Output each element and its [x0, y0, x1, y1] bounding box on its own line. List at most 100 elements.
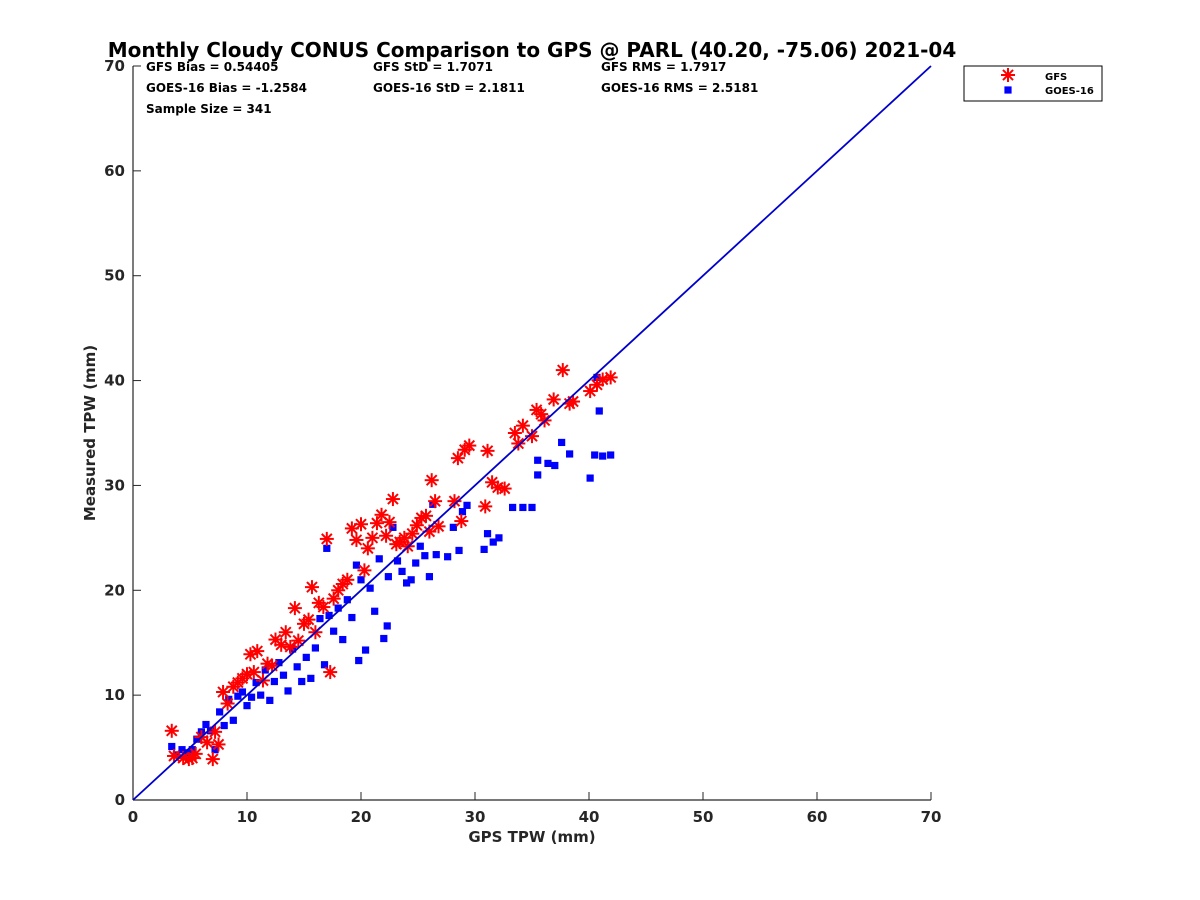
gfs-point — [265, 658, 280, 673]
goes16-point — [534, 471, 542, 479]
gfs-point — [480, 443, 495, 458]
x-tick-label: 60 — [807, 808, 828, 826]
goes16-point — [375, 555, 383, 563]
goes16-point — [343, 596, 351, 604]
goes16-point — [168, 742, 176, 751]
goes16-point — [357, 576, 365, 584]
goes16-point — [316, 614, 324, 623]
goes16-point — [519, 503, 527, 512]
goes16-point — [534, 456, 542, 464]
goes16-point — [352, 561, 361, 569]
goes16-point — [261, 666, 269, 674]
goes16-point — [371, 607, 379, 615]
x-tick-label: 10 — [237, 808, 258, 826]
y-tick-label: 0 — [115, 791, 125, 809]
y-tick-label: 30 — [104, 476, 125, 494]
y-axis-label: Measured TPW (mm) — [81, 345, 99, 521]
goes16-point — [383, 622, 391, 630]
legend-gfs-asterisk — [1001, 68, 1015, 82]
gfs-point — [188, 746, 203, 761]
goes16-point — [178, 746, 186, 754]
goes16-point — [220, 721, 228, 730]
gfs-point — [323, 665, 338, 680]
gfs-point — [291, 633, 306, 648]
goes16-point — [229, 716, 237, 724]
x-tick-label: 70 — [921, 808, 942, 826]
x-tick-label: 50 — [693, 808, 714, 826]
gfs-point — [278, 625, 293, 640]
gfs-point — [340, 572, 355, 587]
gfs-point — [418, 508, 433, 523]
legend-goes16-square — [1004, 86, 1012, 94]
y-tick-label: 40 — [104, 372, 125, 390]
goes16-point — [593, 373, 601, 382]
stat-gfs-bias: GFS Bias = 0.54405 — [146, 60, 278, 74]
goes16-point — [202, 720, 210, 729]
gfs-point — [167, 748, 182, 763]
gfs-point — [365, 530, 380, 545]
gfs-point — [462, 438, 477, 453]
x-tick-label: 40 — [579, 808, 600, 826]
goes16-point — [339, 635, 347, 644]
goes16-point — [393, 557, 402, 565]
goes16-point — [607, 451, 615, 459]
goes16-point — [421, 552, 429, 560]
stat-gfs-std: GFS StD = 1.7071 — [373, 60, 493, 74]
goes16-point — [211, 746, 219, 754]
goes16-point — [463, 501, 471, 509]
y-tick-label: 50 — [104, 267, 125, 285]
legend-goes16-marker — [1004, 86, 1012, 94]
gfs-point — [216, 684, 231, 699]
y-tick-label: 60 — [104, 162, 125, 180]
goes16-point — [355, 656, 363, 665]
gfs-point — [360, 541, 375, 556]
goes16-point — [252, 678, 260, 687]
gfs-point — [374, 507, 389, 522]
legend-gfs-marker — [1001, 68, 1015, 82]
goes16-point — [247, 693, 256, 701]
goes16-point — [458, 508, 467, 516]
gfs-point — [385, 492, 400, 507]
one-to-one-line — [132, 65, 932, 801]
stat-gfs-rms: GFS RMS = 1.7917 — [601, 60, 726, 74]
gfs-point — [205, 752, 220, 767]
goes16-point — [330, 627, 338, 635]
gfs-point — [164, 723, 179, 738]
gfs-point — [603, 370, 618, 385]
goes16-point — [334, 604, 342, 612]
goes16-point — [193, 735, 201, 743]
goes16-point — [455, 546, 463, 555]
goes16-point — [284, 687, 292, 695]
gfs-point — [511, 436, 526, 451]
goes16-point — [551, 461, 559, 470]
x-axis-label: GPS TPW (mm) — [468, 828, 595, 846]
goes16-point — [389, 523, 397, 531]
stat-goes16-bias: GOES-16 Bias = -1.2584 — [146, 81, 307, 95]
goes16-point — [270, 677, 278, 686]
gfs-point — [357, 563, 372, 578]
goes16-point — [412, 559, 420, 567]
goes16-point — [293, 663, 301, 671]
legend-goes16-label: GOES-16 — [1045, 86, 1094, 97]
goes16-point — [216, 708, 224, 716]
gfs-point — [211, 737, 226, 752]
goes16-point — [325, 611, 333, 620]
goes16-point — [403, 579, 411, 587]
gfs-point — [287, 601, 302, 616]
stat-sample-size: Sample Size = 341 — [146, 102, 272, 116]
goes16-point — [384, 573, 392, 581]
goes16-point — [425, 573, 433, 581]
goes16-point — [595, 407, 603, 415]
chart-title: Monthly Cloudy CONUS Comparison to GPS @… — [108, 38, 957, 62]
x-tick-label: 20 — [351, 808, 372, 826]
gfs-point — [497, 481, 512, 496]
goes16-point — [206, 727, 215, 735]
gfs-point — [274, 637, 289, 652]
stat-goes16-rms: GOES-16 RMS = 2.5181 — [601, 81, 758, 95]
goes16-point — [495, 534, 503, 542]
goes16-point — [225, 695, 233, 703]
gfs-point — [304, 580, 319, 595]
goes16-point — [266, 696, 274, 704]
gfs-point — [409, 518, 424, 533]
